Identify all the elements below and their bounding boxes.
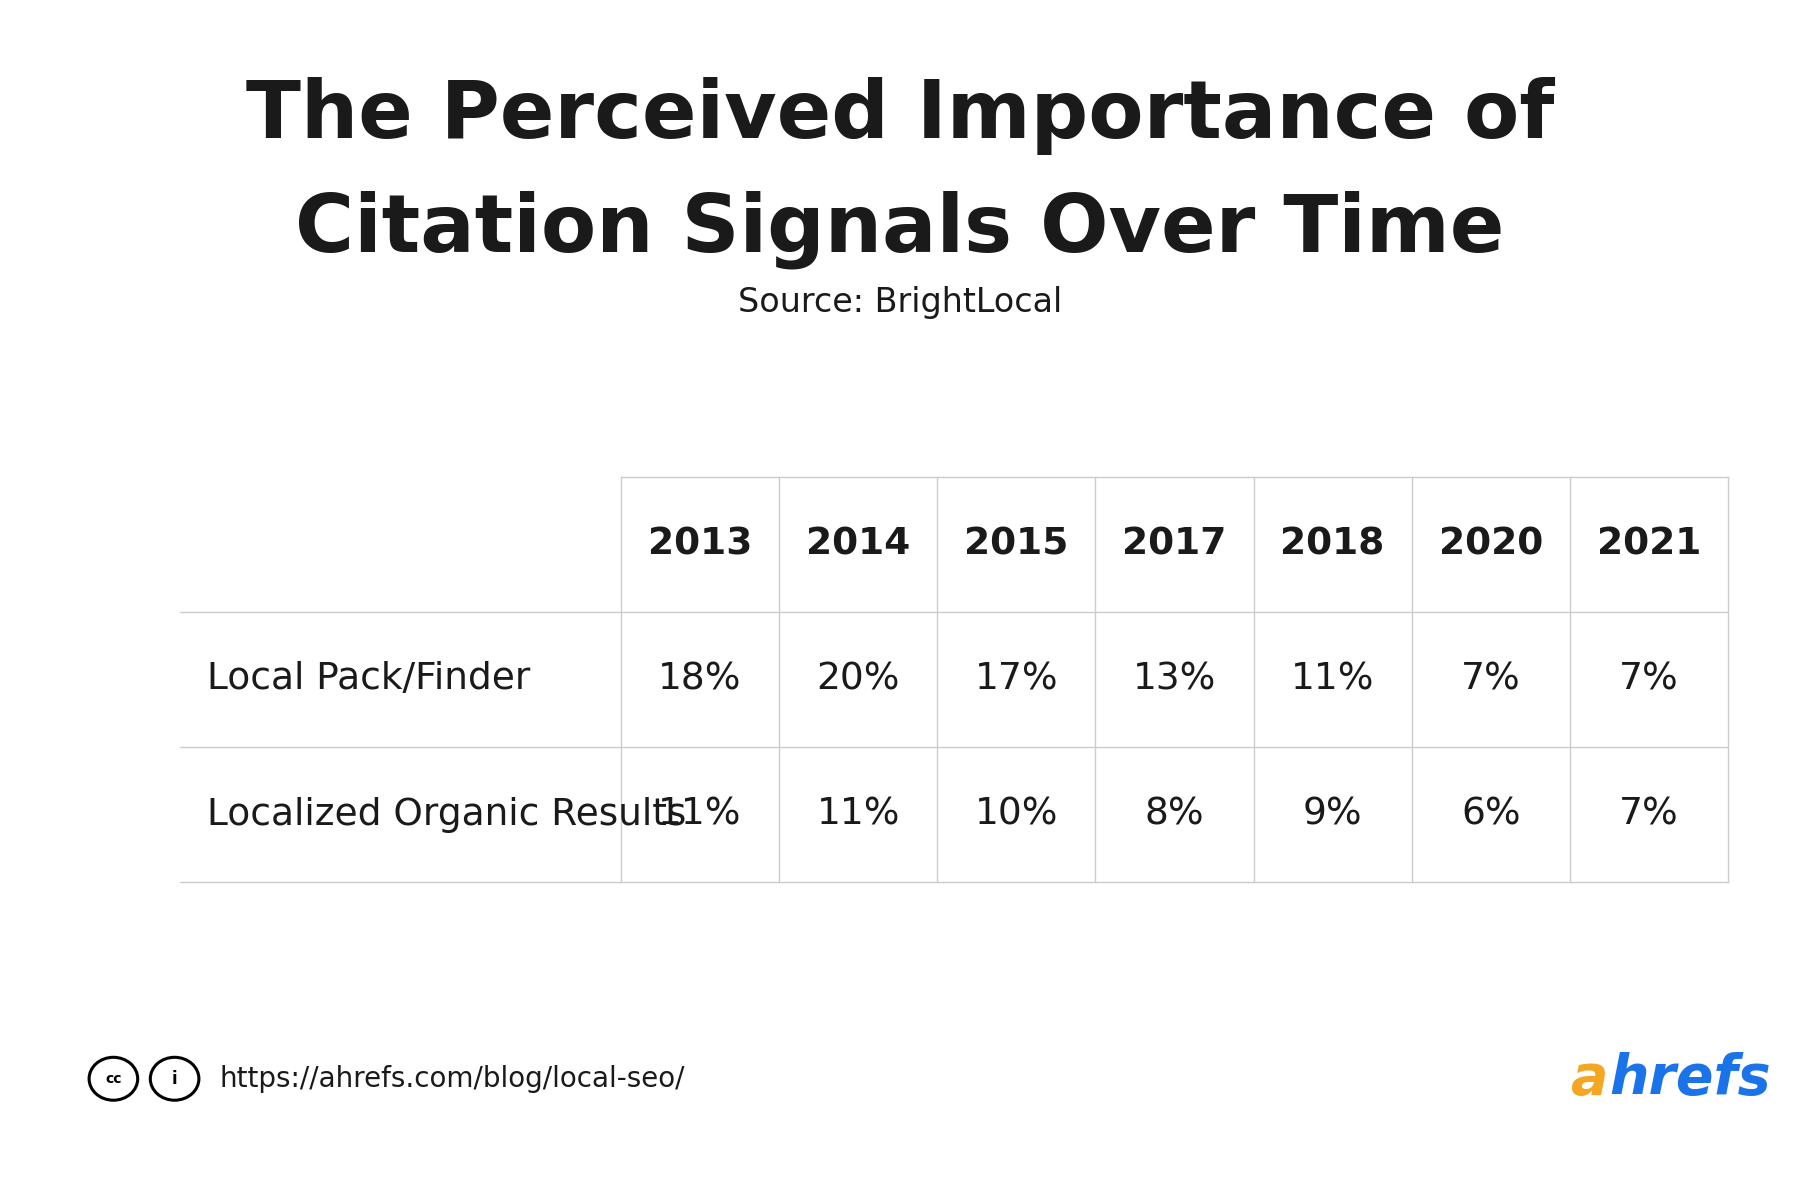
Text: 8%: 8% [1145, 796, 1204, 832]
Text: 11%: 11% [817, 796, 900, 832]
Text: 7%: 7% [1618, 662, 1679, 697]
Text: 2017: 2017 [1123, 527, 1226, 563]
Text: 2020: 2020 [1438, 527, 1543, 563]
Text: i: i [171, 1069, 178, 1088]
Text: https://ahrefs.com/blog/local-seo/: https://ahrefs.com/blog/local-seo/ [220, 1064, 686, 1093]
Text: 10%: 10% [974, 796, 1058, 832]
Text: 9%: 9% [1303, 796, 1363, 832]
Text: 17%: 17% [974, 662, 1058, 697]
Text: Source: BrightLocal: Source: BrightLocal [738, 286, 1062, 319]
Text: cc: cc [104, 1072, 122, 1086]
Text: 7%: 7% [1462, 662, 1521, 697]
Text: 11%: 11% [659, 796, 742, 832]
Text: The Perceived Importance of: The Perceived Importance of [247, 77, 1553, 155]
Text: a: a [1570, 1051, 1607, 1106]
Text: 2013: 2013 [648, 527, 752, 563]
Text: 2014: 2014 [806, 527, 911, 563]
Text: 6%: 6% [1462, 796, 1521, 832]
Text: 2021: 2021 [1597, 527, 1701, 563]
Text: Citation Signals Over Time: Citation Signals Over Time [295, 191, 1505, 269]
Text: Local Pack/Finder: Local Pack/Finder [207, 662, 531, 697]
Text: Localized Organic Results: Localized Organic Results [207, 796, 686, 832]
Text: 2015: 2015 [965, 527, 1069, 563]
Text: 2018: 2018 [1280, 527, 1384, 563]
Text: 11%: 11% [1291, 662, 1375, 697]
Text: hrefs: hrefs [1609, 1051, 1771, 1106]
Text: 18%: 18% [659, 662, 742, 697]
Text: 7%: 7% [1618, 796, 1679, 832]
Text: 13%: 13% [1132, 662, 1217, 697]
Text: 20%: 20% [817, 662, 900, 697]
